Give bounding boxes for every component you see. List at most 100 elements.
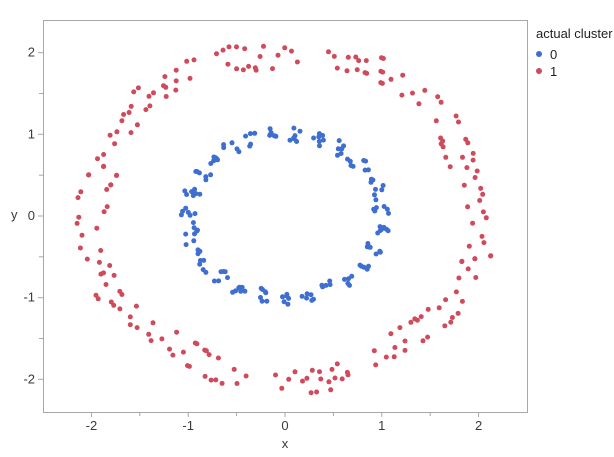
data-point-cluster-1[interactable] <box>345 54 351 60</box>
data-point-cluster-1[interactable] <box>425 306 431 312</box>
data-point-cluster-1[interactable] <box>128 130 134 136</box>
data-point-cluster-0[interactable] <box>273 133 279 139</box>
data-point-cluster-1[interactable] <box>383 354 389 360</box>
data-point-cluster-1[interactable] <box>460 154 465 160</box>
data-point-cluster-0[interactable] <box>191 238 197 244</box>
data-point-cluster-0[interactable] <box>368 176 374 182</box>
data-point-cluster-1[interactable] <box>76 214 82 220</box>
data-point-cluster-0[interactable] <box>316 138 322 144</box>
data-point-cluster-0[interactable] <box>284 293 290 299</box>
data-point-cluster-1[interactable] <box>326 49 331 55</box>
data-point-cluster-1[interactable] <box>470 150 476 156</box>
data-point-cluster-1[interactable] <box>378 68 384 74</box>
data-point-cluster-0[interactable] <box>291 125 297 131</box>
data-point-cluster-1[interactable] <box>104 204 110 210</box>
data-point-cluster-0[interactable] <box>287 137 293 143</box>
data-point-cluster-0[interactable] <box>193 169 199 174</box>
data-point-cluster-1[interactable] <box>447 164 453 170</box>
data-point-cluster-0[interactable] <box>211 154 217 160</box>
data-point-cluster-1[interactable] <box>107 132 113 138</box>
data-point-cluster-1[interactable] <box>206 352 212 358</box>
data-point-cluster-1[interactable] <box>234 66 240 72</box>
data-point-cluster-0[interactable] <box>281 299 287 305</box>
data-point-cluster-0[interactable] <box>384 206 390 212</box>
data-point-cluster-1[interactable] <box>410 90 415 96</box>
data-point-cluster-1[interactable] <box>399 92 405 98</box>
data-point-cluster-1[interactable] <box>416 101 422 107</box>
data-point-cluster-1[interactable] <box>363 58 369 64</box>
data-point-cluster-1[interactable] <box>243 373 249 379</box>
data-point-cluster-1[interactable] <box>114 129 120 135</box>
data-point-cluster-1[interactable] <box>208 377 214 383</box>
data-point-cluster-0[interactable] <box>222 269 228 275</box>
data-point-cluster-1[interactable] <box>186 363 192 369</box>
data-point-cluster-0[interactable] <box>285 301 291 307</box>
data-point-cluster-1[interactable] <box>98 271 104 277</box>
data-point-cluster-1[interactable] <box>328 387 334 393</box>
data-point-cluster-1[interactable] <box>246 63 252 69</box>
data-point-cluster-1[interactable] <box>128 103 134 109</box>
data-point-cluster-1[interactable] <box>173 87 179 93</box>
data-point-cluster-1[interactable] <box>234 381 240 386</box>
data-point-cluster-1[interactable] <box>275 52 281 58</box>
data-point-cluster-0[interactable] <box>292 133 298 139</box>
data-point-cluster-1[interactable] <box>414 317 420 323</box>
data-point-cluster-0[interactable] <box>190 220 196 226</box>
data-point-cluster-0[interactable] <box>363 158 369 164</box>
data-point-cluster-1[interactable] <box>345 372 351 378</box>
data-point-cluster-1[interactable] <box>117 288 123 294</box>
data-point-cluster-1[interactable] <box>472 256 478 262</box>
data-point-cluster-0[interactable] <box>373 186 378 192</box>
data-point-cluster-1[interactable] <box>402 347 408 353</box>
data-point-cluster-1[interactable] <box>282 45 288 51</box>
data-point-cluster-0[interactable] <box>335 146 341 152</box>
data-point-cluster-1[interactable] <box>77 245 83 251</box>
data-point-cluster-1[interactable] <box>488 253 494 259</box>
data-point-cluster-1[interactable] <box>379 55 384 61</box>
data-point-cluster-0[interactable] <box>229 140 235 146</box>
data-point-cluster-0[interactable] <box>197 191 203 197</box>
data-point-cluster-1[interactable] <box>465 266 471 272</box>
data-point-cluster-1[interactable] <box>479 233 485 239</box>
data-point-cluster-0[interactable] <box>197 248 203 254</box>
data-point-cluster-0[interactable] <box>339 146 345 152</box>
data-point-cluster-1[interactable] <box>234 44 239 50</box>
data-point-cluster-1[interactable] <box>231 366 237 372</box>
data-point-cluster-1[interactable] <box>173 78 179 84</box>
data-point-cluster-1[interactable] <box>103 282 109 287</box>
legend-item-cluster-1[interactable]: 1 <box>536 64 613 79</box>
data-point-cluster-1[interactable] <box>356 58 362 64</box>
data-point-cluster-1[interactable] <box>135 85 141 91</box>
data-point-cluster-0[interactable] <box>247 131 253 137</box>
data-point-cluster-1[interactable] <box>111 272 117 278</box>
data-point-cluster-1[interactable] <box>318 376 324 382</box>
data-point-cluster-0[interactable] <box>373 197 379 203</box>
data-point-cluster-1[interactable] <box>94 225 100 231</box>
data-point-cluster-1[interactable] <box>461 182 467 188</box>
data-point-cluster-1[interactable] <box>292 369 298 375</box>
data-point-cluster-1[interactable] <box>279 385 285 391</box>
data-point-cluster-1[interactable] <box>112 141 118 147</box>
data-point-cluster-1[interactable] <box>119 118 125 124</box>
data-point-cluster-1[interactable] <box>371 348 377 354</box>
data-point-cluster-1[interactable] <box>334 361 340 367</box>
data-point-cluster-0[interactable] <box>373 251 379 257</box>
data-point-cluster-0[interactable] <box>248 141 254 147</box>
data-point-cluster-1[interactable] <box>114 173 119 178</box>
data-point-cluster-0[interactable] <box>338 151 344 156</box>
data-point-cluster-1[interactable] <box>143 107 149 113</box>
data-point-cluster-1[interactable] <box>478 185 484 191</box>
data-point-cluster-0[interactable] <box>372 192 377 198</box>
data-point-cluster-0[interactable] <box>365 167 371 173</box>
data-point-cluster-1[interactable] <box>420 338 426 344</box>
data-point-cluster-0[interactable] <box>200 267 206 273</box>
data-point-cluster-0[interactable] <box>211 278 217 284</box>
data-point-cluster-0[interactable] <box>234 146 240 152</box>
data-point-cluster-1[interactable] <box>314 389 320 395</box>
data-point-cluster-1[interactable] <box>425 334 431 340</box>
data-point-cluster-1[interactable] <box>480 191 486 197</box>
data-point-cluster-1[interactable] <box>257 54 263 59</box>
data-point-cluster-0[interactable] <box>386 210 391 216</box>
data-point-cluster-1[interactable] <box>300 378 305 384</box>
data-point-cluster-1[interactable] <box>93 292 99 298</box>
